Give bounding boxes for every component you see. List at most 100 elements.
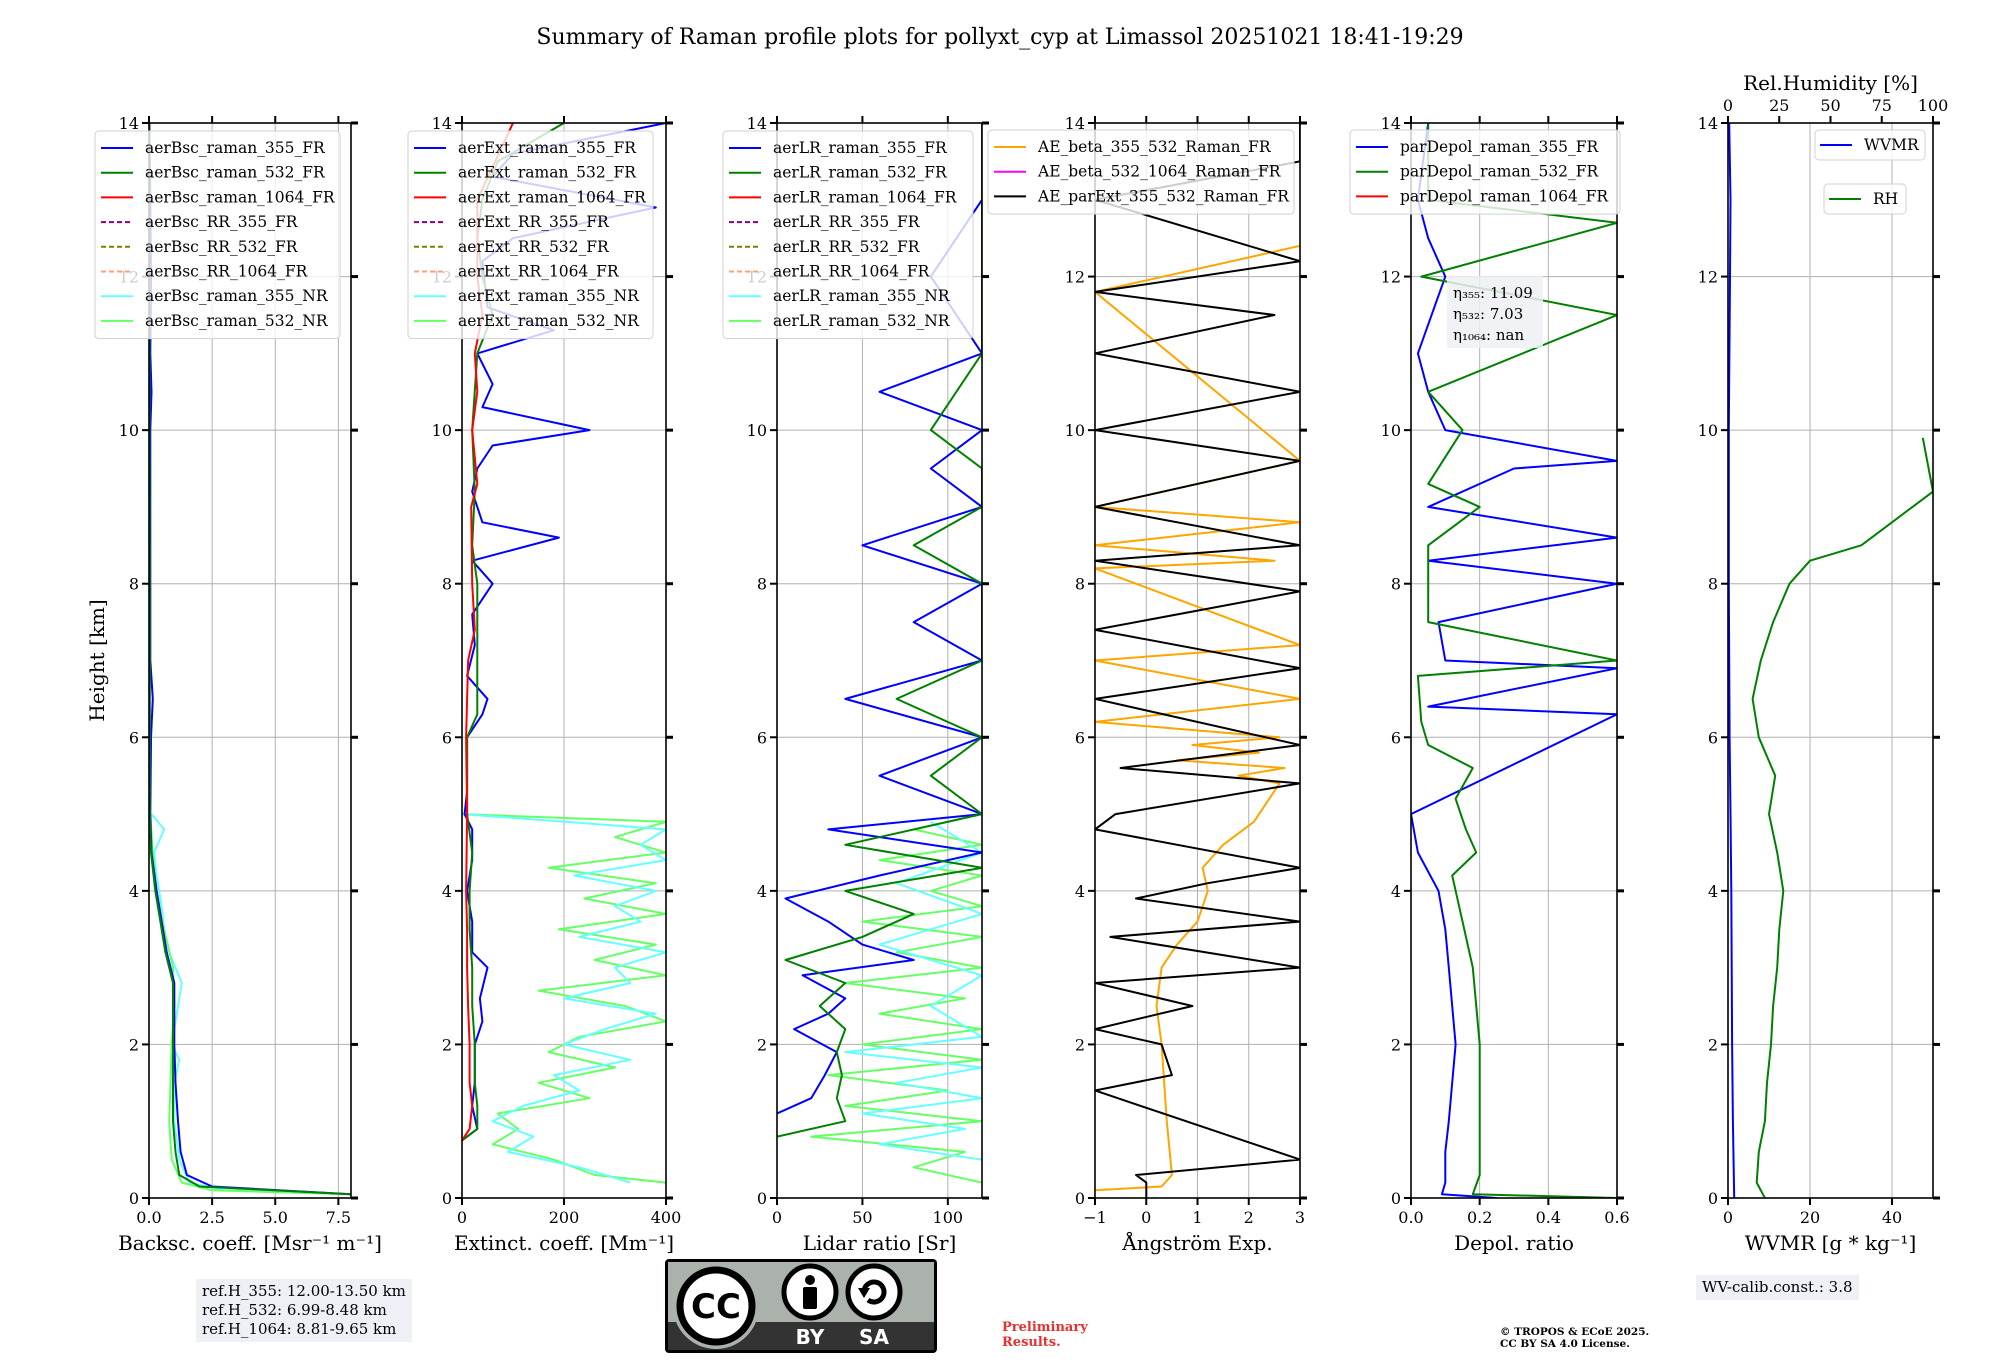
ytick-label: 8 (757, 575, 767, 594)
legend-entry: RH (1873, 190, 1898, 208)
wv-calib-box: WV-calib.const.: 3.8 (1696, 1275, 1859, 1300)
legend-entry: aerExt_raman_532_FR (458, 164, 637, 182)
ytick-label: 8 (1391, 575, 1401, 594)
legend-entry: aerExt_raman_355_FR (458, 139, 637, 157)
series-group (777, 123, 982, 1184)
ytick-label: 10 (1698, 421, 1718, 440)
ytick-label: 8 (1708, 575, 1718, 594)
ytick-label: 14 (1698, 114, 1718, 133)
ytick-label: 14 (1065, 114, 1085, 133)
axes-frame (1410, 122, 1618, 1199)
xtick-label-top: 75 (1872, 96, 1892, 115)
sa-text: SA (859, 1325, 889, 1349)
legend-entry: aerExt_RR_1064_FR (458, 263, 620, 281)
ytick-label: 14 (747, 114, 767, 133)
ytick-label: 14 (432, 114, 452, 133)
ytick-label: 4 (129, 882, 139, 901)
ytick-label: 4 (442, 882, 452, 901)
axes-frame (1727, 122, 1934, 1199)
series-line-aerExt_raman_355_NR (462, 813, 666, 1184)
series-group (1411, 123, 1617, 1198)
copyright-line-2: CC BY SA 4.0 License. (1500, 1338, 1630, 1350)
legend-entry: parDepol_raman_532_FR (1400, 163, 1600, 181)
legend-entry: WVMR (1864, 136, 1920, 154)
yaxis-label: Height [km] (85, 599, 109, 721)
share-arrowhead (858, 1288, 870, 1298)
legend-box (1814, 129, 1926, 161)
series-group (1728, 123, 1933, 1198)
ytick-label: 0 (757, 1189, 767, 1208)
ytick-label: 6 (129, 728, 139, 747)
xtick-label: 1 (1192, 1208, 1202, 1227)
preliminary-results-note: Preliminary Results. (1002, 1320, 1088, 1350)
legend: aerExt_raman_355_FR aerExt_raman_532_FRae… (407, 130, 654, 340)
eta-value: η₁₀₆₄: nan (1453, 326, 1524, 344)
xtick-label: 7.5 (326, 1208, 351, 1227)
series-line-RH (1751, 437, 1933, 1198)
ytick-label: 12 (1698, 268, 1718, 287)
xaxis-top-label: Rel.Humidity [%] (1743, 71, 1918, 95)
axes-frame (148, 122, 352, 1199)
series-line-aerLR_raman_355_NR (844, 820, 982, 1161)
xtick-label: 2.5 (199, 1208, 224, 1227)
legend-entry: aerBsc_RR_355_FR (145, 213, 299, 231)
ytick-label: 10 (1065, 421, 1085, 440)
legend-entry: aerLR_RR_355_FR (773, 213, 921, 231)
ytick-label: 8 (129, 575, 139, 594)
legend-entry: aerExt_RR_532_FR (458, 238, 610, 256)
legend-entry: aerExt_raman_1064_FR (458, 188, 647, 206)
ytick-label: 2 (442, 1035, 452, 1054)
legend-box (94, 130, 341, 340)
xtick-label-top: 0 (1723, 96, 1733, 115)
copyright-note: © TROPOS & ECoE 2025. CC BY SA 4.0 Licen… (1500, 1326, 1649, 1350)
cc-text: CC (691, 1287, 741, 1327)
ytick-label: 12 (1381, 268, 1401, 287)
ytick-label: 6 (442, 728, 452, 747)
legend: WVMR RH (1814, 129, 1926, 215)
wv-calib-const: WV-calib.const.: 3.8 (1702, 1278, 1853, 1296)
eta-value: η₃₅₅: 11.09 (1453, 284, 1533, 302)
legend-box (722, 130, 974, 340)
series-line-aerExt_raman_1064_FR (462, 123, 514, 1141)
series-line-parDepol_raman_532_FR (1416, 123, 1617, 1198)
ytick-label: 10 (747, 421, 767, 440)
ytick-label: 2 (1075, 1035, 1085, 1054)
by-text: BY (796, 1325, 825, 1349)
xtick-label: 0.0 (1398, 1208, 1423, 1227)
ytick-label: 6 (1391, 728, 1401, 747)
series-group (1095, 123, 1300, 1198)
legend-entry: aerExt_raman_532_NR (458, 312, 640, 330)
ytick-label: 0 (1391, 1189, 1401, 1208)
xaxis-label: Ångström Exp. (1121, 1230, 1272, 1255)
xaxis-label: WVMR [g * kg⁻¹] (1745, 1231, 1917, 1255)
xaxis-label: Depol. ratio (1454, 1231, 1574, 1255)
legend-entry: aerLR_raman_355_FR (773, 139, 948, 157)
legend-entry: aerLR_RR_1064_FR (773, 263, 931, 281)
xtick-label: 3 (1295, 1208, 1305, 1227)
legend-entry: AE_beta_532_1064_Raman_FR (1037, 163, 1282, 181)
legend: parDepol_raman_355_FR parDepol_raman_532_… (1349, 129, 1621, 215)
legend-entry: aerBsc_raman_532_FR (145, 164, 326, 182)
ref-height-355: ref.H_355: 12.00-13.50 km (202, 1282, 406, 1300)
ytick-label: 12 (1065, 268, 1085, 287)
legend: aerLR_raman_355_FR aerLR_raman_532_FR aerL… (722, 130, 974, 340)
legend-entry: aerLR_raman_1064_FR (773, 188, 958, 206)
xtick-label: 400 (651, 1208, 682, 1227)
ytick-label: 6 (757, 728, 767, 747)
legend-entry: AE_parExt_355_532_Raman_FR (1037, 187, 1290, 205)
panel-extinction: 024681012140200400Extinct. coeff. [Mm⁻¹]… (407, 114, 682, 1255)
ytick-label: 2 (129, 1035, 139, 1054)
xtick-label: 0 (457, 1208, 467, 1227)
xtick-label-top: 100 (1918, 96, 1949, 115)
xtick-label: 20 (1800, 1208, 1820, 1227)
xtick-label-top: 25 (1769, 96, 1789, 115)
legend-entry: aerBsc_RR_1064_FR (145, 263, 309, 281)
legend-box (987, 129, 1295, 215)
legend-entry: aerBsc_RR_532_FR (145, 238, 299, 256)
legend-box (407, 130, 654, 340)
ytick-label: 4 (1075, 882, 1085, 901)
ytick-label: 10 (432, 421, 452, 440)
series-line-aerLR_raman_532_FR (777, 123, 982, 1138)
xtick-label: 2 (1244, 1208, 1254, 1227)
